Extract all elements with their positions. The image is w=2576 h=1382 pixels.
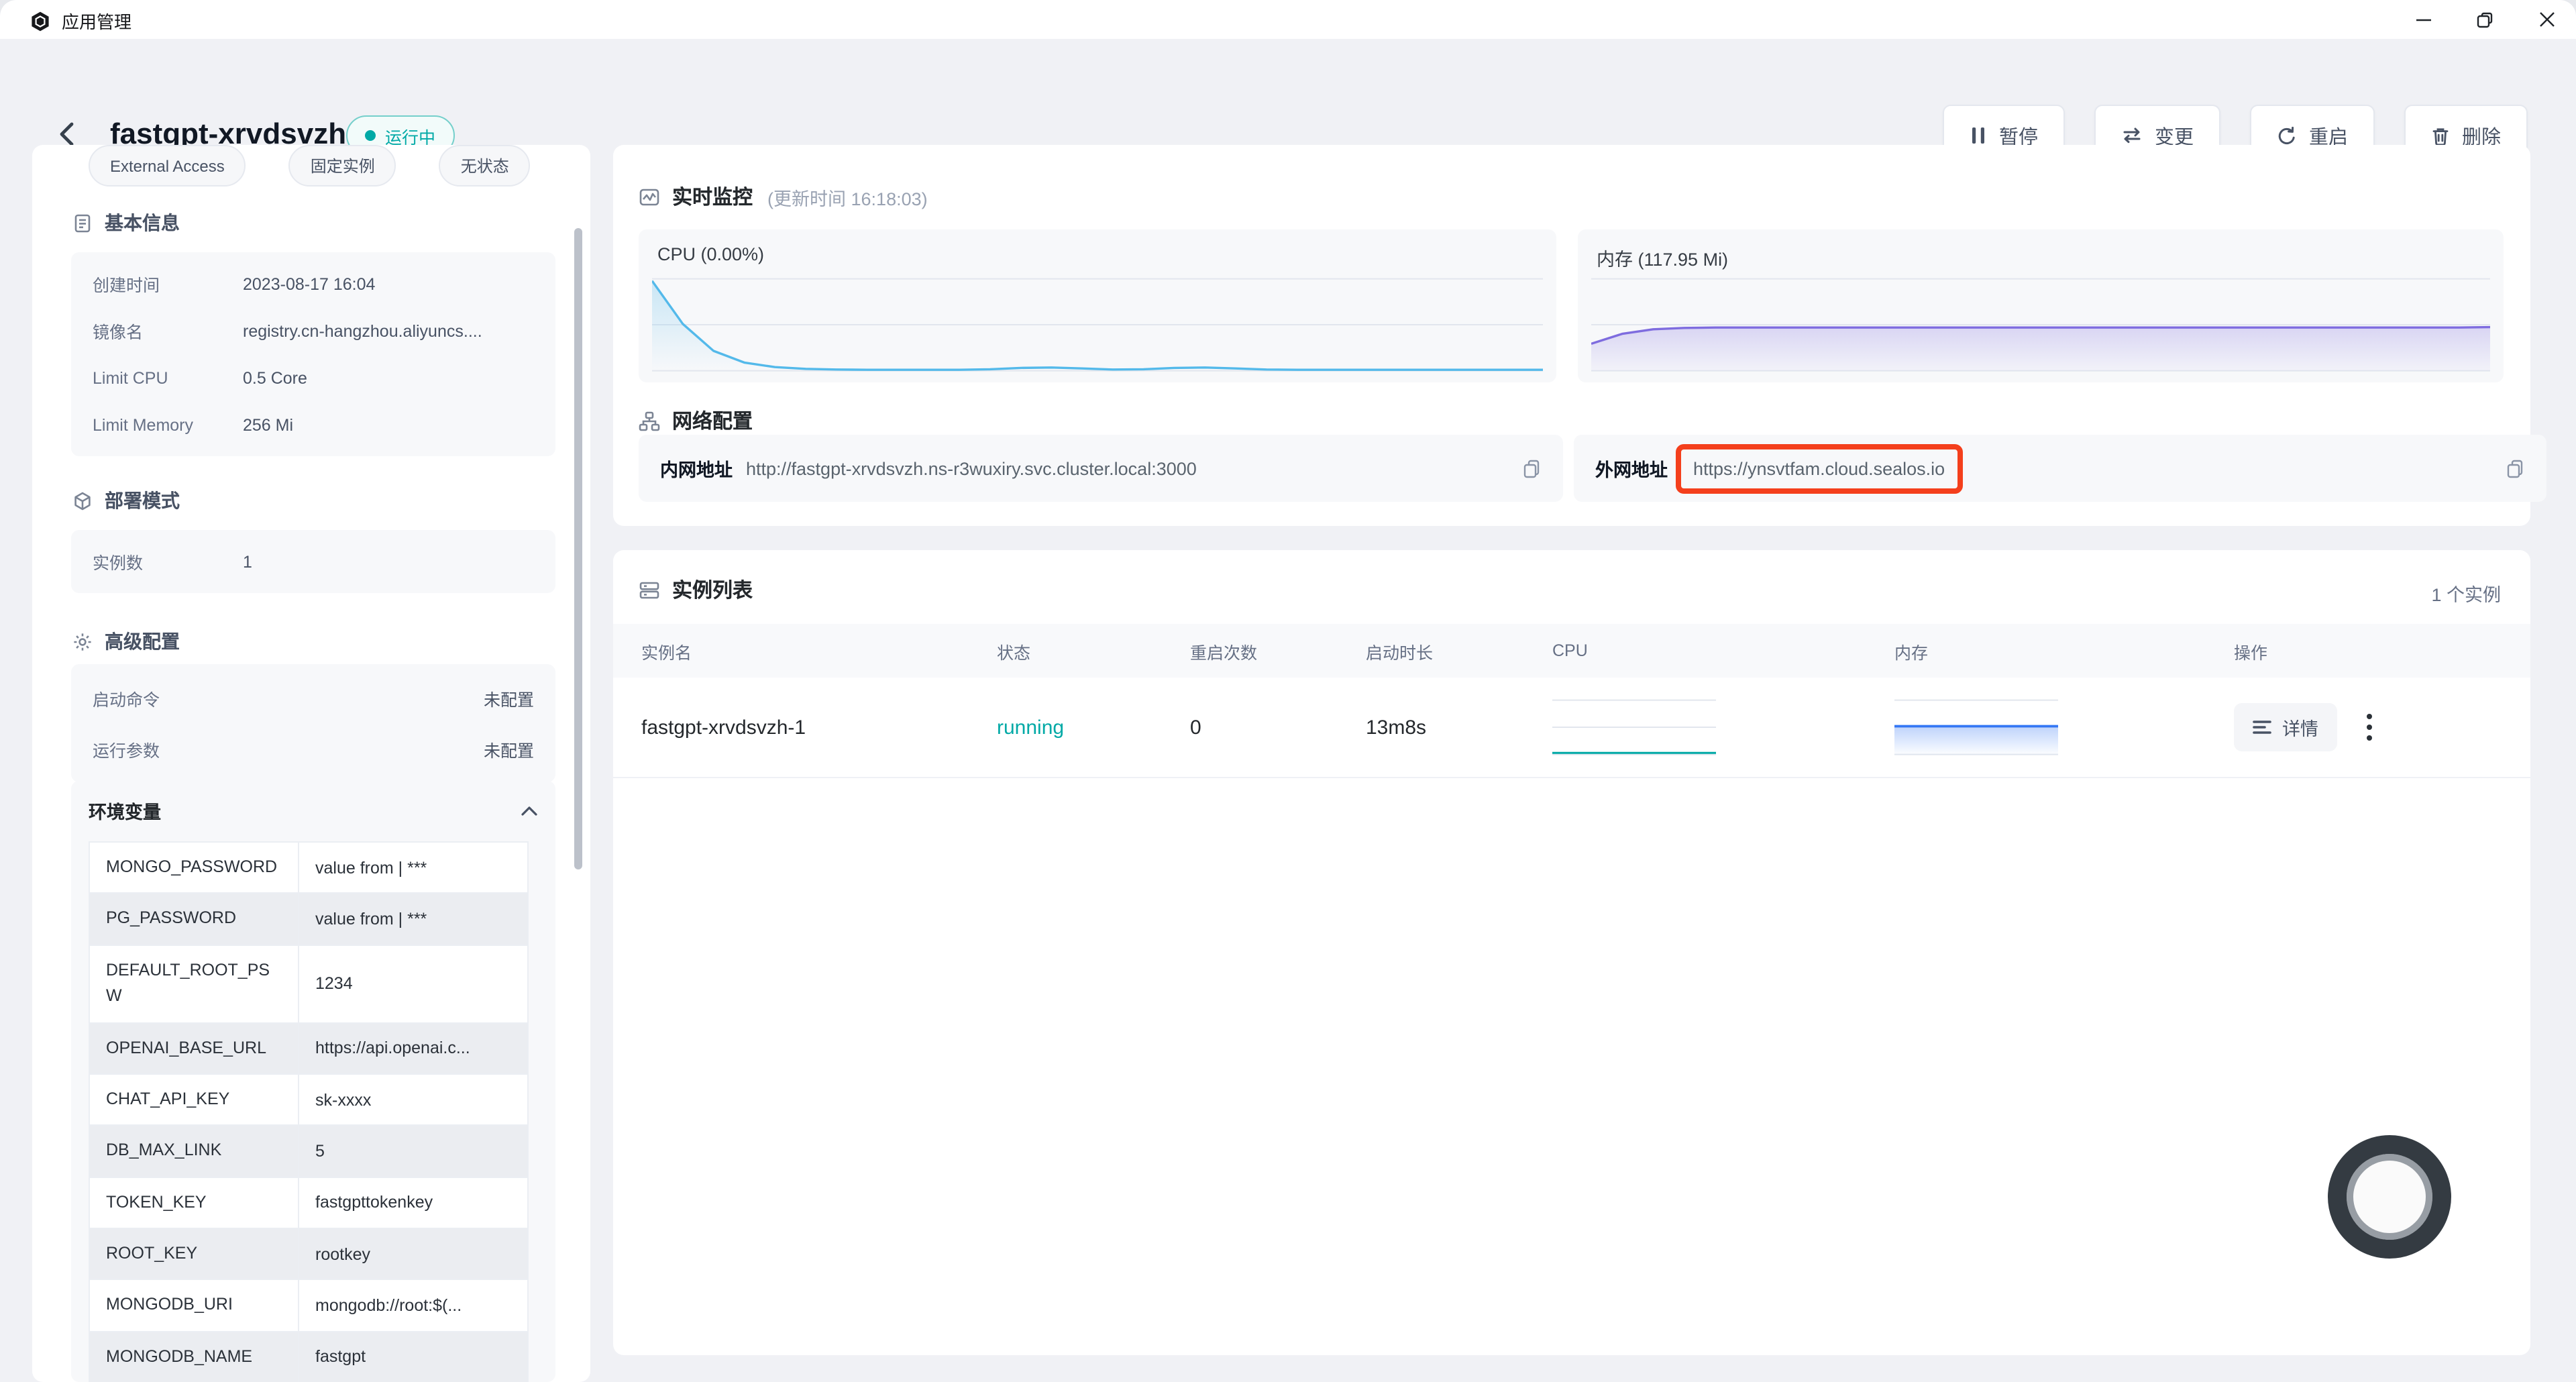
advanced-card: 启动命令 未配置 运行参数 未配置 [71,664,555,782]
deploy-mode-card: 实例数 1 [71,530,555,593]
instances-table-header: 实例名 状态 重启次数 启动时长 CPU 内存 操作 [613,624,2530,678]
env-row: CHAT_API_KEY sk-xxxx [90,1074,527,1126]
click-indicator-ring [2328,1135,2451,1259]
instance-name: fastgpt-xrvdsvzh-1 [641,716,806,739]
instance-uptime: 13m8s [1366,716,1427,739]
monitor-updated-time: (更新时间 16:18:03) [767,189,928,209]
app-tags: External Access 固定实例 无状态 [89,145,531,187]
basic-info-card: 创建时间 2023-08-17 16:04 镜像名 registry.cn-hang… [71,252,555,456]
memory-chart-title: 内存 (117.95 Mi) [1597,250,1729,270]
env-row: MONGODB_URI mongodb://root:$(... [90,1280,527,1332]
monitor-network-card: 实时监控 (更新时间 16:18:03) CPU (0.00%) 内存 (117… [613,145,2546,526]
detail-button[interactable]: 详情 [2234,703,2337,751]
swap-icon [2121,126,2143,145]
external-url-annotation-box: https://ynsvtfam.cloud.sealos.io [1676,443,1963,493]
col-name: 实例名 [641,643,692,662]
instance-status: running [997,716,1065,739]
external-address-card: 外网地址 https://ynsvtfam.cloud.sealos.io [1574,435,2546,502]
info-row: Limit Memory 256 Mi [93,415,294,434]
col-restarts: 重启次数 [1190,643,1258,662]
env-row: OPENAI_BASE_URL https://api.openai.c... [90,1023,527,1075]
col-memory: 内存 [1894,643,1929,662]
page-header: fastgpt-xrvdsvzh 运行中 暂停 变更 [0,39,2576,166]
external-address-label: 外网地址 [1595,460,1668,480]
col-uptime: 启动时长 [1366,643,1434,662]
network-section-header: 网络配置 [639,407,753,435]
app-logo-icon [30,10,51,32]
monitor-chart-icon [639,186,660,207]
more-options-kebab-icon[interactable] [2361,708,2377,746]
gear-icon [72,631,93,651]
server-list-icon [639,579,660,600]
trash-icon [2431,125,2450,146]
copy-icon[interactable] [1521,458,1542,478]
memory-area-chart [1591,278,2490,372]
cpu-area-chart [652,278,1543,372]
internal-address-label: 内网地址 [660,460,733,480]
cube-icon [72,490,93,511]
deploy-mode-section-header: 部署模式 [72,487,180,514]
tag-stateless: 无状态 [439,145,531,187]
internal-address-url: http://fastgpt-xrvdsvzh.ns-r3wuxiry.svc.… [746,458,1197,478]
env-vars-title: 环境变量 [89,802,161,822]
instance-memory-sparkline [1894,699,2234,755]
back-button[interactable] [54,119,83,149]
close-button[interactable] [2536,9,2557,30]
info-row: 启动命令 未配置 [93,690,534,709]
col-cpu: CPU [1552,641,1588,660]
memory-chart-panel: 内存 (117.95 Mi) [1578,229,2504,382]
window-title: 应用管理 [62,12,132,32]
restore-button[interactable] [2474,9,2496,30]
env-row: ROOT_KEY rootkey [90,1229,527,1281]
info-row: 实例数 1 [93,552,252,573]
instance-table-row: fastgpt-xrvdsvzh-1 running 0 13m8s 详情 [613,678,2530,778]
status-badge-label: 运行中 [385,128,436,147]
instance-cpu-sparkline [1552,699,1894,755]
env-vars-table: MONGO_PASSWORD value from | *** PG_PASSWO… [89,841,529,1382]
env-row: TOKEN_KEY fastgpttokenkey [90,1177,527,1229]
instances-card: 实例列表 1 个实例 实例名 状态 重启次数 启动时长 CPU 内存 操作 fa… [613,550,2530,1355]
app-detail-sidebar: External Access 固定实例 无状态 基本信息 创建时间 2023-0… [32,145,590,1382]
detail-list-icon [2253,719,2271,735]
env-row: PG_PASSWORD value from | *** [90,894,527,946]
cpu-chart-title: CPU (0.00%) [657,244,765,264]
tag-external-access: External Access [89,145,246,187]
cpu-chart-panel: CPU (0.00%) [639,229,1556,382]
copy-icon[interactable] [2505,458,2525,478]
network-icon [639,410,660,431]
restart-icon [2277,125,2297,146]
minimize-button[interactable] [2412,9,2434,30]
env-row: MONGO_PASSWORD value from | *** [90,843,527,894]
sidebar-scrollbar[interactable] [574,228,582,869]
env-vars-card: 环境变量 MONGO_PASSWORD value from | *** PG_P… [71,781,555,1382]
status-dot-icon [365,130,376,141]
env-row: DB_MAX_LINK 5 [90,1126,527,1178]
instance-count: 1 个实例 [2431,585,2501,605]
collapse-chevron-icon[interactable] [521,804,538,816]
col-status: 状态 [997,643,1031,662]
col-operations: 操作 [2234,643,2268,662]
env-row: MONGODB_NAME fastgpt [90,1332,527,1382]
window-titlebar: 应用管理 [0,0,2576,39]
document-icon [72,213,93,233]
monitor-section-header: 实时监控 (更新时间 16:18:03) [639,182,928,211]
external-address-url[interactable]: https://ynsvtfam.cloud.sealos.io [1693,458,1945,478]
info-row: 运行参数 未配置 [93,741,534,760]
info-row: Limit CPU 0.5 Core [93,368,307,387]
instances-section-header: 实例列表 [639,576,753,604]
info-row: 创建时间 2023-08-17 16:04 [93,274,376,295]
info-row: 镜像名 registry.cn-hangzhou.aliyuncs.... [93,321,482,342]
env-row: DEFAULT_ROOT_PSW 1234 [90,945,527,1023]
internal-address-card: 内网地址 http://fastgpt-xrvdsvzh.ns-r3wuxiry… [639,435,1563,502]
basic-info-section-header: 基本信息 [72,209,180,236]
instance-restarts: 0 [1190,716,1201,739]
pause-icon [1970,126,1987,145]
advanced-section-header: 高级配置 [72,628,180,655]
tag-fixed-instance: 固定实例 [288,145,396,187]
